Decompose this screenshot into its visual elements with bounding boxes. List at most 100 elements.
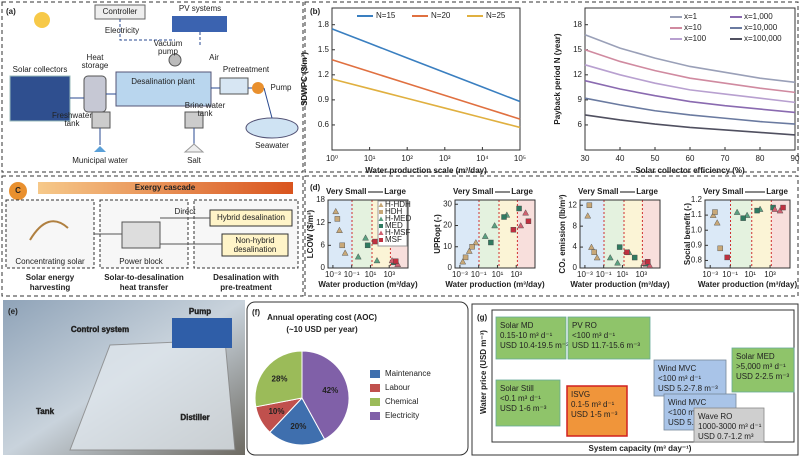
photo-label: Distiller (180, 413, 209, 422)
diagram-label: Electricity (105, 26, 139, 35)
panel-label: (a) (6, 7, 16, 16)
pie-slice (269, 397, 326, 446)
tech-label: USD 2-2.5 m⁻³ (736, 372, 789, 381)
plot-frame (454, 199, 536, 269)
annotation: Very Small (326, 187, 366, 196)
photo-label: Control system (71, 325, 129, 334)
nonhybrid-box (221, 233, 289, 257)
legend-label: N=20 (431, 11, 451, 20)
y-tick-label: 1.5 (318, 45, 330, 54)
y-axis-label: Social benefit (-) (683, 203, 692, 266)
x-tick-label: 10⁰ (326, 154, 338, 163)
legend-swatch (370, 412, 380, 420)
annotation: Large (511, 187, 533, 196)
tech-box (693, 407, 765, 443)
step-label: Solar-to-desalination (104, 273, 184, 282)
size-band (517, 200, 535, 268)
tech-label: Wave RO (698, 412, 732, 421)
tech-label: <100 m³ d⁻¹ (658, 374, 701, 383)
tech-label: USD 5.2-7.8 m⁻³ (658, 384, 718, 393)
x-tick-label: 10¹ (744, 270, 756, 279)
harvest-box (5, 199, 95, 269)
panel-c-badge (9, 182, 27, 200)
annotation: Large (384, 187, 406, 196)
pie-slice (254, 350, 303, 408)
desalination-plant-box (115, 71, 212, 107)
y-tick-label: 1.2 (318, 70, 330, 79)
y-axis-label: Payback period N (year) (553, 33, 562, 124)
x-tick-label: 10⁻¹ (471, 270, 487, 279)
point (394, 260, 402, 267)
point (645, 259, 651, 265)
frame-c (1, 175, 304, 297)
point (631, 254, 638, 261)
point (362, 234, 369, 241)
panel-label: C (15, 186, 21, 195)
power-block-icon (121, 221, 161, 249)
series-line (584, 97, 796, 125)
point (510, 227, 517, 233)
point (339, 242, 345, 249)
x-tick-label: 10⁵ (514, 154, 526, 163)
point (614, 259, 621, 266)
annotation: Very Small (453, 187, 493, 196)
legend-swatch (379, 238, 383, 242)
point (481, 232, 489, 239)
annotation: Large (636, 187, 658, 196)
y-tick-label: 1.2 (691, 195, 703, 204)
tech-box (567, 316, 651, 360)
legend-label: H-HDH (385, 200, 411, 209)
panel-label: (d) (310, 183, 321, 192)
diagram-label: Pretreatment (223, 65, 270, 74)
legend-swatch (379, 210, 383, 214)
size-band (499, 200, 518, 268)
plot-frame (704, 199, 791, 269)
y-tick-label: 0 (573, 263, 578, 272)
tech-box (731, 347, 795, 393)
diagram-a (9, 4, 299, 153)
legend-label: x=1 (684, 12, 698, 21)
size-band (751, 200, 772, 268)
y-tick-label: 12 (316, 218, 325, 227)
point (525, 218, 532, 224)
point (364, 242, 371, 249)
pretreatment-box (219, 77, 249, 95)
pump-icon (252, 82, 264, 94)
tech-label: >5,000 m³ d⁻¹ (736, 362, 786, 371)
point (754, 207, 760, 214)
sun (34, 12, 50, 28)
y-tick-label: 0 (448, 263, 453, 272)
x-tick-label: 60 (686, 154, 695, 163)
diagram-label: Brine water (185, 101, 226, 110)
y-tick-label: 30 (443, 199, 452, 208)
size-band (771, 200, 790, 268)
series-line (331, 59, 521, 120)
point (717, 245, 723, 252)
annotation: Large (766, 187, 788, 196)
y-tick-label: 18 (316, 195, 325, 204)
tech-label: <0.1 m³ d⁻¹ (500, 394, 541, 403)
x-axis-label: Water production scale (m³/day) (365, 166, 487, 175)
point (733, 208, 741, 215)
point (517, 222, 525, 229)
diagram-label: Freshwater (52, 111, 92, 120)
y-tick-label: 0.8 (691, 256, 703, 265)
y-tick-label: 1.1 (691, 210, 703, 219)
x-tick-label: 10² (401, 154, 413, 163)
vacuum-pump (168, 53, 182, 67)
tech-label: 1000-3000 m³ d⁻¹ (698, 422, 762, 431)
electric-line (119, 19, 201, 45)
pie-slice (301, 350, 350, 440)
size-band (642, 200, 660, 268)
solar-collector (9, 75, 71, 122)
x-tick-label: 10⁻³ (702, 270, 718, 279)
tech-label: Solar MED (736, 352, 775, 361)
point (354, 253, 362, 260)
step-label: pre-treatment (220, 283, 272, 292)
y-tick-label: 0.6 (318, 120, 330, 129)
point (713, 219, 721, 226)
diagram-label: pump (158, 47, 179, 56)
pump-photo (172, 318, 232, 348)
diagram-c (5, 182, 299, 269)
solar-dish (29, 220, 69, 241)
